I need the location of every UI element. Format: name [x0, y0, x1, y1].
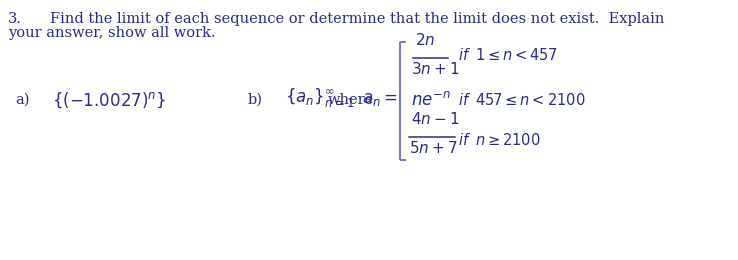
- Text: $4n-1$: $4n-1$: [411, 111, 459, 127]
- Text: $2n$: $2n$: [415, 32, 435, 48]
- Text: $5n+7$: $5n+7$: [409, 140, 458, 156]
- Text: 3.: 3.: [8, 12, 22, 26]
- Text: your answer, show all work.: your answer, show all work.: [8, 26, 215, 40]
- Text: $a_n =$: $a_n =$: [362, 90, 398, 107]
- Text: where: where: [328, 93, 374, 107]
- Text: $if\;\; 1 \leq n < 457$: $if\;\; 1 \leq n < 457$: [458, 47, 557, 63]
- Text: $3n+1$: $3n+1$: [411, 61, 459, 77]
- Text: a): a): [15, 93, 30, 107]
- Text: Find the limit of each sequence or determine that the limit does not exist.  Exp: Find the limit of each sequence or deter…: [50, 12, 664, 26]
- Text: b): b): [248, 93, 263, 107]
- Text: $if \;\; n \geq 2100$: $if \;\; n \geq 2100$: [458, 132, 541, 148]
- Text: $\{a_n\}_{n=1}^{\infty}$: $\{a_n\}_{n=1}^{\infty}$: [285, 87, 354, 109]
- Text: $\left\{(-1.0027)^{n}\right\}$: $\left\{(-1.0027)^{n}\right\}$: [52, 90, 166, 110]
- Text: $ne^{-n}$: $ne^{-n}$: [411, 91, 451, 109]
- Text: $if \;\; 457 \leq n < 2100$: $if \;\; 457 \leq n < 2100$: [458, 92, 585, 108]
